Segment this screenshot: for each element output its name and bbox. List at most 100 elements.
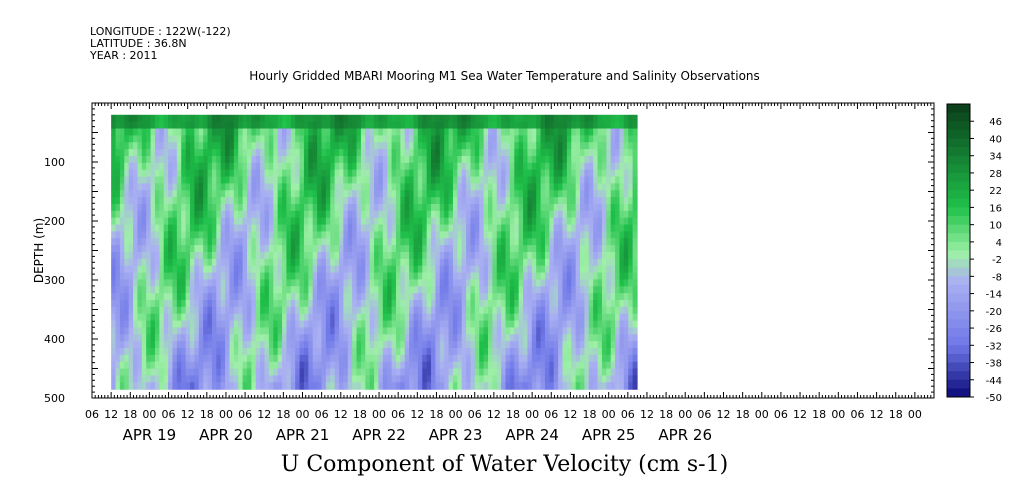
heatmap-cell [558,368,564,377]
heatmap-cell [190,162,195,171]
heatmap-cell [382,245,388,253]
heatmap-cell [597,245,603,253]
heatmap-cell [413,203,419,212]
heatmap-cell [233,231,239,239]
heatmap-cell [141,142,147,150]
heatmap-cell [216,183,222,191]
heatmap-cell [176,348,182,356]
heatmap-cell [190,306,195,315]
heatmap-cell [347,341,353,349]
heatmap-cell [479,231,485,239]
heatmap-cell [233,375,239,383]
heatmap-cell [295,128,301,136]
heatmap-cell [111,231,117,239]
heatmap-cell [111,183,117,191]
heatmap-cell [540,203,546,212]
heatmap-cell [514,258,520,267]
heatmap-cell [168,286,174,294]
heatmap-cell [207,293,213,301]
heatmap-cell [566,258,572,267]
heatmap-cell [593,217,599,226]
heatmap-cell [435,190,441,198]
heatmap-cell [492,306,498,315]
heatmap-cell [615,238,621,246]
heatmap-cell [628,299,634,308]
heatmap-cell [391,190,397,198]
heatmap-cell [628,176,634,184]
heatmap-cell [536,293,542,301]
heatmap-cell [299,306,305,315]
heatmap-cell [417,128,423,136]
heatmap-cell [150,231,156,239]
heatmap-cell [128,183,134,191]
heatmap-cell [448,313,454,322]
heatmap-cell [216,361,222,370]
heatmap-cell [382,320,388,329]
heatmap-cell [264,245,270,253]
heatmap-cell [303,238,309,246]
heatmap-cell [496,245,502,253]
heatmap-cell [185,313,191,322]
heatmap-cell [387,245,393,253]
heatmap-cell [435,238,441,246]
heatmap-cell [325,121,331,130]
heatmap-cell [159,299,165,308]
heatmap-cell [146,231,152,239]
heatmap-cell [334,217,340,226]
heatmap-cell [194,293,200,301]
heatmap-cell [488,149,493,157]
heatmap-cell [207,382,213,390]
heatmap-cell [124,286,130,294]
heatmap-cell [575,142,581,150]
heatmap-cell [479,121,485,130]
heatmap-cell [290,162,296,171]
heatmap-cell [378,149,384,157]
heatmap-cell [194,210,200,219]
heatmap-cell [225,162,231,171]
heatmap-cell [317,299,323,308]
heatmap-cell [461,231,467,239]
heatmap-cell [466,245,472,253]
heatmap-cell [277,293,283,301]
heatmap-cell [124,238,130,246]
heatmap-cell [365,279,371,287]
heatmap-cell [531,341,537,349]
heatmap-cell [593,354,599,363]
heatmap-cell [413,114,419,123]
heatmap-cell [615,121,621,130]
heatmap-cell [216,238,222,246]
heatmap-cell [286,320,292,329]
heatmap-cell [159,238,165,246]
heatmap-cell [312,382,318,390]
heatmap-cell [211,258,217,267]
heatmap-cell [601,162,607,171]
heatmap-cell [575,368,581,377]
heatmap-cell [387,210,393,219]
heatmap-cell [523,293,529,301]
heatmap-cell [334,162,340,171]
heatmap-cell [321,121,327,130]
heatmap-cell [325,279,331,287]
heatmap-cell [181,375,187,383]
heatmap-cell [334,382,340,390]
heatmap-cell [211,382,217,390]
heatmap-cell [527,176,533,184]
heatmap-cell [426,203,432,212]
heatmap-cell [181,245,187,253]
heatmap-cell [374,306,380,315]
heatmap-cell [176,286,182,294]
heatmap-cell [260,286,266,294]
heatmap-cell [470,382,476,390]
heatmap-cell [488,354,493,363]
heatmap-cell [628,135,634,143]
heatmap-cell [544,279,550,287]
heatmap-cell [290,286,296,294]
heatmap-cell [198,334,204,342]
heatmap-cell [154,162,160,171]
heatmap-cell [203,286,209,294]
heatmap-cell [185,354,191,363]
heatmap-cell [391,197,397,205]
heatmap-cell [264,114,270,123]
heatmap-cell [404,238,410,246]
heatmap-cell [597,299,603,308]
